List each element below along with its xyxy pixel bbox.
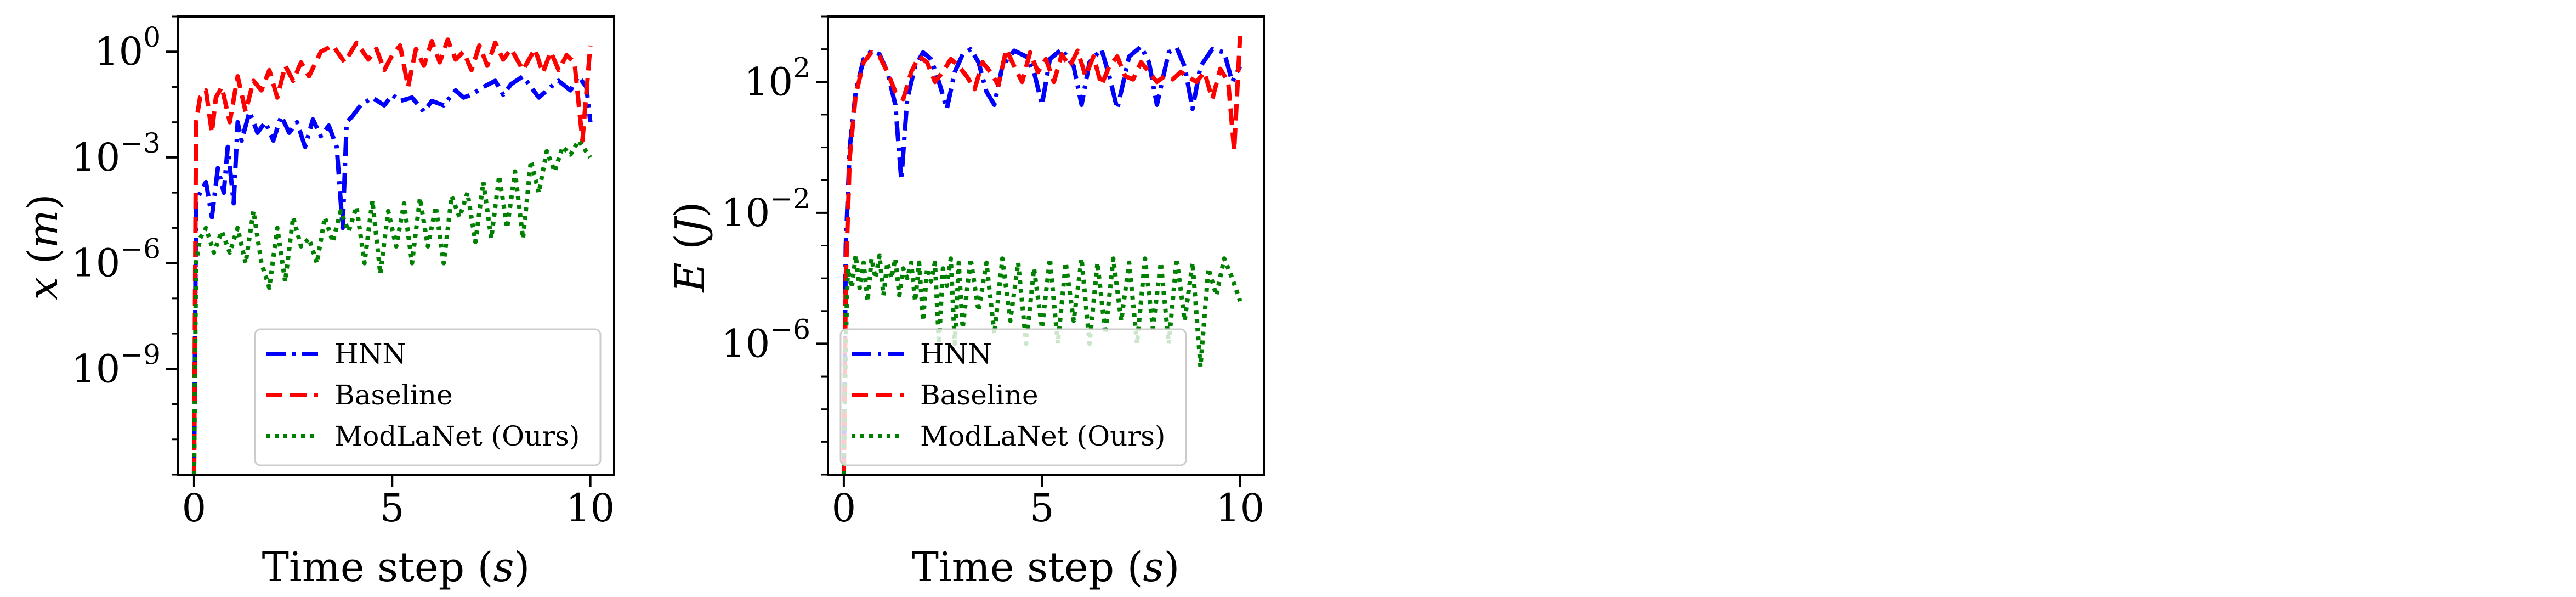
y-tick-label: 10−6 bbox=[721, 313, 810, 366]
y-tick-label: 10−6 bbox=[71, 233, 161, 286]
x-tick-label: 5 bbox=[380, 486, 405, 531]
x-tick-label: 5 bbox=[1030, 486, 1054, 531]
legend-box bbox=[254, 328, 602, 466]
legend-box bbox=[839, 328, 1187, 466]
series-line-baseline bbox=[191, 37, 593, 475]
legend-entry: HNN bbox=[334, 338, 406, 370]
y-tick-label: 102 bbox=[744, 52, 810, 104]
chart-panel-2: 0 5 10 102 10−2 10−6 Time step (s) E (J) HNN Base… bbox=[667, 15, 1265, 591]
x-tick-label: 10 bbox=[1216, 486, 1264, 531]
y-axis-label: E (J) bbox=[667, 202, 714, 294]
y-tick-label: 10−3 bbox=[71, 127, 161, 180]
legend-entry: ModLaNet (Ours) bbox=[334, 420, 580, 452]
x-tick-label: 10 bbox=[566, 486, 615, 531]
legend-entry: HNN bbox=[920, 338, 992, 370]
y-axis-label: x (m) bbox=[20, 194, 67, 300]
legend-entry: Baseline bbox=[920, 379, 1039, 411]
series-line-hnn bbox=[841, 44, 1242, 475]
series-line-modlanet-ours bbox=[841, 253, 1242, 475]
y-tick-label: 10−9 bbox=[71, 339, 161, 391]
legend-entry: ModLaNet (Ours) bbox=[920, 420, 1165, 452]
y-tick-label: 10−2 bbox=[721, 183, 810, 235]
legend: HNN Baseline ModLaNet (Ours) bbox=[839, 328, 1187, 466]
x-tick-label: 0 bbox=[832, 486, 856, 531]
x-axis-label: Time step (s) bbox=[262, 544, 530, 591]
legend: HNN Baseline ModLaNet (Ours) bbox=[254, 328, 602, 466]
x-axis-label: Time step (s) bbox=[912, 544, 1180, 591]
plot-frame bbox=[177, 15, 615, 476]
y-tick-label: 100 bbox=[94, 21, 161, 74]
legend-entry: Baseline bbox=[334, 379, 453, 411]
series-line-modlanet-ours bbox=[191, 138, 592, 475]
chart-panel-1: 0 5 10 100 10−3 10−6 10−9 Time step (s) x (m) HNN… bbox=[20, 15, 615, 591]
x-tick-label: 0 bbox=[182, 486, 207, 531]
series-line-baseline bbox=[841, 36, 1242, 475]
series-line-hnn bbox=[191, 74, 593, 475]
